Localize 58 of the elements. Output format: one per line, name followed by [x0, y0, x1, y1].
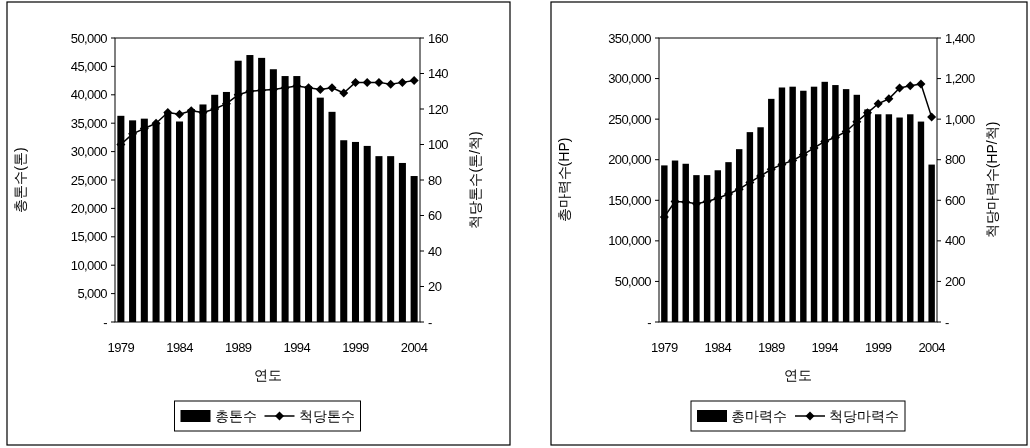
y-tick-label: 5,000 [77, 286, 108, 302]
y2-tick-label: 200 [945, 273, 966, 289]
y-tick-label: 45,000 [70, 58, 108, 74]
y2-tick-label: 1,000 [945, 111, 975, 127]
y2-tick-label: 60 [428, 208, 442, 223]
y2-tick-label: 1,200 [945, 71, 975, 87]
x-tick-label: 1979 [651, 340, 678, 355]
y-tick-label: 100,000 [608, 233, 652, 249]
x-tick-label: 1994 [811, 340, 839, 355]
legend-label: 총톤수 [214, 408, 257, 424]
y-tick-label: 35,000 [70, 115, 108, 131]
x-tick-label: 1989 [224, 340, 252, 355]
y2-tick-label: - [428, 314, 432, 330]
y-tick-label: 50,000 [70, 30, 108, 46]
y2-tick-label: 140 [428, 66, 449, 81]
y2-tick-label: 600 [945, 192, 966, 208]
y-tick-label: 50,000 [614, 273, 652, 289]
legend-label: 척당톤수 [298, 408, 355, 424]
legend-label: 총마력수 [731, 408, 787, 424]
y-axis-title: 총톤수(톤) [12, 147, 28, 213]
y-tick-label: 25,000 [70, 172, 108, 188]
y-tick-label: 10,000 [70, 257, 108, 273]
y-tick-label: 300,000 [608, 71, 652, 87]
y2-tick-label: 20 [428, 279, 442, 294]
y-tick-label: 350,000 [608, 30, 652, 46]
y-tick-label: - [647, 314, 652, 330]
y2-axis-title: 척당톤수(톤/척) [467, 131, 483, 229]
y2-tick-label: 800 [945, 152, 966, 168]
x-tick-label: 1984 [166, 340, 194, 355]
y2-axis-title: 척당마력수(HP/척) [984, 121, 1000, 239]
x-axis-title: 연도 [253, 367, 282, 383]
x-tick-label: 1984 [704, 340, 732, 355]
y2-tick-label: 80 [428, 172, 442, 188]
y-tick-label: 20,000 [70, 200, 108, 216]
x-axis-title: 연도 [784, 367, 812, 383]
x-tick-label: 2004 [400, 340, 428, 355]
x-tick-label: 1989 [758, 340, 785, 355]
y-tick-label: 150,000 [608, 192, 652, 208]
y2-tick-label: - [945, 314, 949, 330]
y2-tick-label: 100 [428, 137, 449, 152]
y-tick-label: 40,000 [70, 87, 108, 103]
y-tick-label: 30,000 [70, 144, 108, 160]
y2-tick-label: 160 [428, 30, 449, 46]
y2-tick-label: 120 [428, 101, 449, 117]
x-tick-label: 1999 [864, 340, 892, 355]
x-tick-label: 2004 [918, 340, 946, 355]
legend-label: 척당마력수 [829, 408, 899, 424]
y-tick-label: 15,000 [70, 229, 108, 245]
y2-tick-label: 1,400 [945, 30, 975, 46]
y2-tick-label: 400 [945, 233, 966, 249]
y-tick-label: 250,000 [608, 111, 652, 127]
y-tick-label: 200,000 [608, 152, 652, 168]
x-tick-label: 1994 [283, 340, 311, 355]
y2-tick-label: 40 [428, 243, 442, 259]
x-tick-label: 1979 [107, 340, 135, 355]
x-tick-label: 1999 [342, 340, 370, 355]
y-axis-title: 총마력수(HP) [556, 137, 572, 223]
y-tick-label: - [103, 314, 108, 330]
